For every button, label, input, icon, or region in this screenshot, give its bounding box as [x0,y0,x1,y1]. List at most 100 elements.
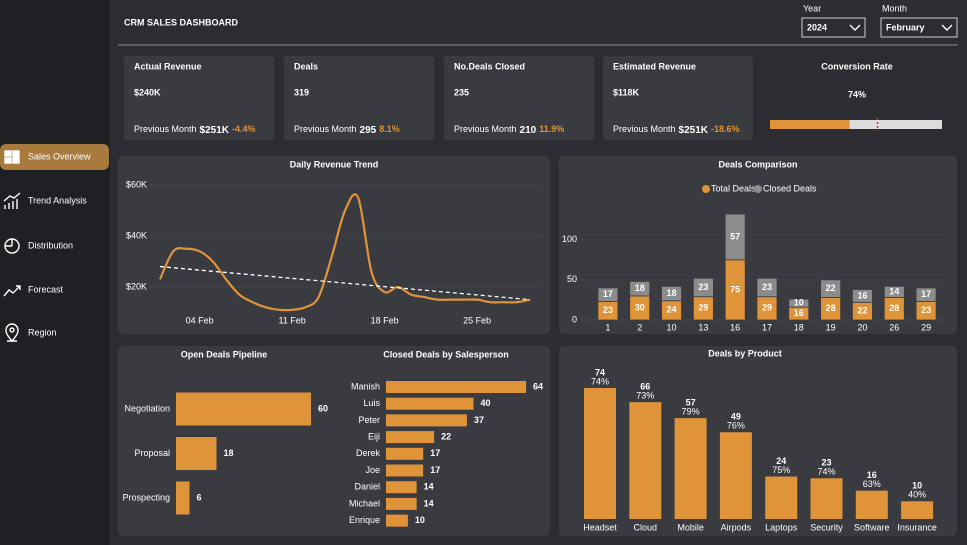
y-tick-label: 0 [572,314,577,324]
bar [765,476,798,519]
data-label: 24 [776,456,786,466]
data-label: 14 [889,286,899,296]
data-label: 23 [821,458,831,468]
data-label: 60 [318,403,328,413]
sidebar [0,0,110,545]
x-tick-label: 11 Feb [278,315,305,325]
data-label: 28 [826,303,836,313]
bar-segment [724,213,746,261]
x-tick-label: 04 Feb [186,315,214,325]
kpi-title: Actual Revenue [134,61,202,71]
x-tick-label: 18 Feb [371,315,399,325]
nav-item[interactable]: Region [28,327,57,337]
y-tick-label: Negotiation [124,403,170,413]
chevron [941,24,953,31]
bar-segment [629,281,651,297]
data-label: 29 [762,303,772,313]
bar-segment [692,277,714,298]
bar [386,514,408,527]
filter-label: Year [803,3,821,13]
x-tick-label: Insurance [897,522,937,532]
data-label: 22 [826,283,836,293]
x-tick-label: 10 [667,322,677,332]
bar [629,402,662,519]
x-tick-label: 17 [762,322,772,332]
y-tick-label: $40K [126,230,147,240]
bar [176,392,311,426]
y-tick-label: Michael [349,498,380,508]
legend-label: Closed Deals [763,183,817,193]
x-tick-label: 19 [826,322,836,332]
nav-item[interactable]: Distribution [28,240,73,250]
kpi-card [124,56,274,140]
y-tick-label: 50 [567,274,577,284]
data-label: 6 [197,492,202,502]
kpi-title: No.Deals Closed [454,61,525,71]
data-label: 23 [698,282,708,292]
rate-label: 40% [908,490,926,500]
bar [386,397,474,410]
data-label: 17 [430,465,440,475]
bar [855,490,888,519]
kpi-card [284,56,434,140]
x-tick-label: 20 [857,322,867,332]
y-tick-label: Manish [351,381,380,391]
chart-title: Open Deals Pipeline [181,349,268,359]
chart-title: Daily Revenue Trend [290,159,379,169]
data-label: 17 [430,448,440,458]
nav-item[interactable]: Sales Overview [28,151,91,161]
x-tick-label: 26 [889,322,899,332]
data-label: 10 [912,481,922,491]
chart-title: Deals by Product [708,348,782,358]
x-tick-label: 16 [730,322,740,332]
x-tick-label: 25 Feb [463,315,491,325]
x-tick-label: Headset [583,522,617,532]
gauge-track [770,120,942,129]
filter-dropdown[interactable] [880,17,958,38]
y-tick-label: Daniel [354,482,380,492]
previous-label: Previous Month [294,124,357,134]
data-label: 18 [635,283,645,293]
nav-item[interactable]: Forecast [28,284,64,294]
data-label: 37 [474,415,484,425]
change: -18.6% [711,124,740,134]
trend-line [159,265,531,301]
chart-title: Deals Comparison [718,159,797,169]
filter-dropdown[interactable] [801,17,866,38]
kpi-card [603,56,753,140]
previous-label: Previous Month [613,124,676,134]
bar [176,437,217,470]
rate-label: 74% [591,376,609,386]
data-label: 29 [698,303,708,313]
x-tick-label: Laptops [765,522,798,532]
bar [386,381,526,393]
nav-item[interactable]: Trend Analysis [28,195,87,205]
x-tick-label: 13 [698,322,708,332]
bar [810,478,843,519]
nav-active [0,144,109,170]
bar-segment [883,285,905,298]
x-tick-label: Security [810,522,843,532]
icon [4,157,12,164]
data-label: 57 [686,397,696,407]
data-label: 16 [857,290,867,300]
data-label: 18 [224,448,234,458]
bar [386,464,424,477]
icon [3,285,21,297]
data-label: 14 [424,482,434,492]
data-label: 64 [533,381,543,391]
kpi-title: Estimated Revenue [613,61,696,71]
kpi-title: Deals [294,61,318,71]
kpi-previous: Previous Month $251K -18.6% [613,124,740,135]
dashboard-title: CRM SALES DASHBOARD [124,17,239,27]
kpi-previous: Previous Month $251K -4.4% [134,124,256,135]
bar-segment [852,289,873,303]
bar [386,447,424,460]
bar-segment [661,285,682,302]
data-label: 17 [603,289,613,299]
rate-label: 74% [817,467,835,477]
icon [3,192,21,209]
data-label: 17 [921,289,931,299]
x-tick-label: 18 [794,322,804,332]
